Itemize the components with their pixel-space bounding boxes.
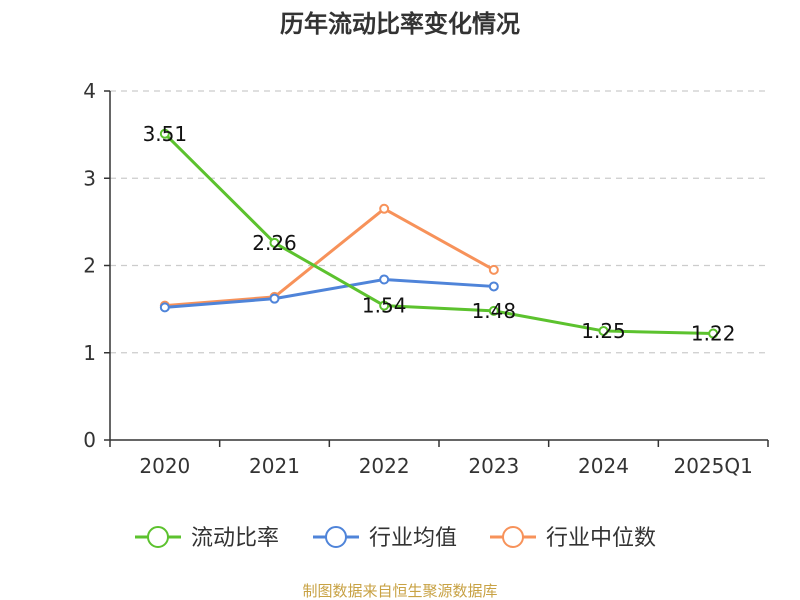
data-label: 1.48 xyxy=(472,299,517,323)
data-point xyxy=(488,305,499,316)
x-tick-label: 2023 xyxy=(468,454,519,478)
y-tick-label: 2 xyxy=(83,254,96,278)
data-point xyxy=(598,325,609,336)
legend-label: 流动比率 xyxy=(191,526,279,551)
legend-label: 行业中位数 xyxy=(546,526,656,551)
series-line-0 xyxy=(163,132,714,336)
data-point xyxy=(269,293,280,304)
data-label: 3.51 xyxy=(143,122,188,146)
y-tick-label: 0 xyxy=(83,428,96,452)
data-point xyxy=(159,128,170,139)
legend-label: 行业均值 xyxy=(369,526,457,551)
data-point xyxy=(379,274,390,285)
x-tick-label: 2022 xyxy=(359,454,410,478)
data-source: 制图数据来自恒生聚源数据库 xyxy=(302,582,497,600)
series-line-2 xyxy=(164,207,495,308)
legend-marker xyxy=(502,526,524,548)
data-point xyxy=(708,328,719,339)
y-tick-label: 3 xyxy=(83,166,96,190)
legend-marker xyxy=(147,526,169,548)
x-tick-label: 2025Q1 xyxy=(673,454,752,478)
data-label: 1.54 xyxy=(362,294,407,318)
data-point xyxy=(379,203,390,214)
data-point xyxy=(488,281,499,292)
legend-marker xyxy=(325,526,347,548)
data-label: 2.26 xyxy=(252,231,297,255)
x-tick-label: 2021 xyxy=(249,454,300,478)
x-tick-label: 2020 xyxy=(139,454,190,478)
x-tick-label: 2024 xyxy=(578,454,629,478)
data-point xyxy=(488,264,499,275)
y-tick-label: 4 xyxy=(83,79,96,103)
y-tick-label: 1 xyxy=(83,341,96,365)
data-point xyxy=(159,302,170,313)
chart-title: 历年流动比率变化情况 xyxy=(280,10,520,38)
data-point xyxy=(269,237,280,248)
data-label: 1.25 xyxy=(581,319,626,343)
data-label: 1.22 xyxy=(691,322,736,346)
data-point xyxy=(379,300,390,311)
series-line-1 xyxy=(164,277,494,309)
